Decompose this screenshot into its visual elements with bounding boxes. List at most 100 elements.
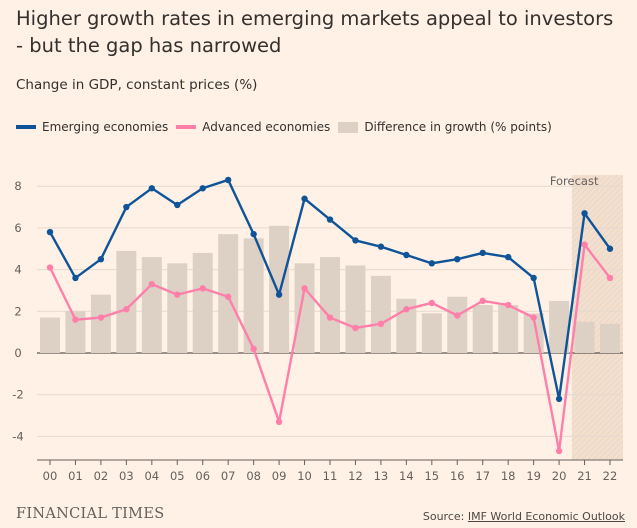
difference-bar (370, 275, 391, 353)
advanced-point (250, 345, 257, 353)
emerging-point (479, 249, 486, 257)
difference-bar (243, 238, 264, 353)
y-tick-label: 4 (14, 263, 21, 277)
ft-logo: FINANCIAL TIMES (16, 506, 165, 522)
advanced-point (504, 301, 512, 309)
emerging-point (581, 210, 588, 217)
difference-bar (421, 313, 442, 353)
x-tick-label: 03 (119, 469, 134, 483)
x-tick-label: 21 (577, 469, 592, 483)
advanced-point (148, 280, 156, 288)
advanced-point (301, 285, 308, 292)
emerging-point (72, 274, 79, 282)
x-tick-label: 09 (272, 469, 287, 483)
difference-bar (269, 225, 290, 353)
advanced-point (97, 314, 105, 321)
difference-bar (447, 296, 468, 353)
x-tick-label: 15 (424, 469, 439, 483)
emerging-point (46, 228, 54, 236)
y-tick-label: -2 (12, 388, 23, 402)
legend-item-advanced: Advanced economies (176, 120, 330, 134)
emerging-point (352, 237, 359, 244)
x-tick-label: 07 (221, 469, 236, 483)
x-tick-label: 02 (94, 469, 109, 483)
legend-label-advanced: Advanced economies (202, 120, 331, 134)
difference-bar (90, 294, 111, 353)
advanced-point (174, 291, 181, 298)
difference-bar (192, 252, 213, 353)
advanced-point (46, 264, 54, 271)
emerging-point (224, 176, 232, 184)
advanced-point (606, 274, 614, 282)
source-link[interactable]: IMF World Economic Outlook (467, 510, 625, 523)
advanced-point (224, 293, 232, 300)
advanced-point (581, 241, 588, 248)
emerging-point (301, 195, 308, 202)
x-tick-label: 10 (297, 469, 312, 483)
advanced-point (275, 418, 283, 426)
difference-bar (600, 323, 620, 353)
advanced-point (555, 447, 563, 455)
advanced-point (530, 314, 537, 321)
forecast-label: Forecast (550, 174, 599, 188)
x-tick-label: 17 (475, 469, 490, 483)
x-tick-label: 05 (170, 469, 185, 483)
x-tick-label: 04 (144, 469, 159, 483)
emerging-point (555, 395, 563, 403)
emerging-point (454, 255, 461, 263)
emerging-point (606, 245, 614, 252)
y-tick-label: 8 (14, 179, 21, 193)
emerging-point (97, 255, 105, 263)
x-tick-label: 12 (348, 469, 363, 483)
emerging-point (403, 251, 410, 259)
difference-bar (116, 250, 137, 353)
legend-swatch-advanced (176, 125, 197, 129)
legend: Emerging economies Advanced economies Di… (16, 120, 552, 134)
x-tick-label: 18 (501, 469, 516, 483)
x-tick-label: 19 (526, 469, 541, 483)
advanced-point (454, 312, 461, 319)
x-tick-label: 16 (450, 469, 465, 483)
advanced-point (199, 285, 206, 292)
legend-swatch-emerging (16, 125, 36, 129)
difference-bar (472, 305, 493, 353)
advanced-point (403, 306, 410, 313)
emerging-point (148, 185, 156, 192)
x-tick-label: 11 (323, 469, 338, 483)
difference-bar (320, 257, 340, 353)
legend-item-emerging: Emerging economies (16, 120, 168, 134)
advanced-point (428, 299, 436, 307)
advanced-point (123, 306, 130, 313)
difference-bar (498, 305, 519, 353)
emerging-point (174, 201, 181, 209)
emerging-point (123, 203, 130, 211)
x-tick-label: 20 (552, 469, 567, 483)
forecast-region (571, 175, 623, 460)
difference-bar (574, 321, 595, 353)
source-prefix: Source: (422, 510, 468, 523)
legend-item-difference: Difference in growth (% points) (338, 120, 552, 134)
difference-bar (345, 265, 366, 353)
x-tick-label: 13 (374, 469, 389, 483)
chart-subtitle: Change in GDP, constant prices (%) (16, 77, 258, 93)
emerging-point (199, 185, 206, 192)
legend-swatch-difference (338, 121, 359, 133)
y-tick-label: -4 (12, 429, 23, 443)
x-tick-label: 14 (399, 469, 414, 483)
emerging-point (275, 291, 283, 298)
difference-bar (65, 311, 86, 353)
x-tick-label: 06 (195, 469, 210, 483)
chart-title: Higher growth rates in emerging markets … (16, 7, 614, 57)
advanced-point (352, 324, 359, 332)
y-tick-label: 2 (14, 304, 21, 318)
emerging-point (530, 274, 537, 282)
difference-bar (40, 317, 60, 353)
y-tick-label: 6 (14, 221, 21, 235)
x-tick-label: 22 (603, 469, 618, 483)
legend-label-difference: Difference in growth (% points) (364, 120, 552, 134)
y-tick-label: 0 (14, 346, 21, 360)
emerging-point (428, 260, 436, 267)
emerging-point (377, 243, 385, 250)
difference-bar (549, 300, 570, 353)
